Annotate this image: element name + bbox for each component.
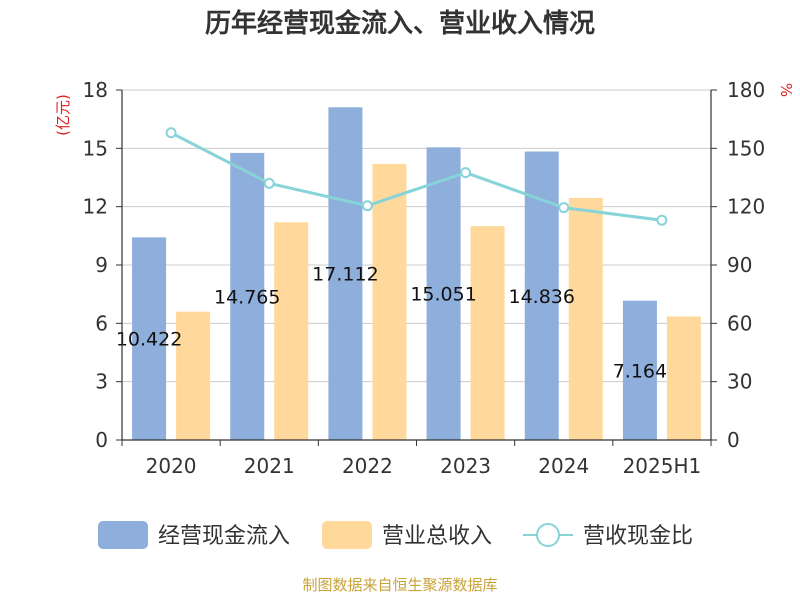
left-axis-unit: (亿元) xyxy=(54,94,72,136)
legend-label: 营业总收入 xyxy=(382,524,492,549)
legend-total-revenue: 营业总收入 xyxy=(322,521,492,549)
bar-total-revenue xyxy=(666,316,701,440)
right-tick-label: 30 xyxy=(727,370,752,394)
ratio-point xyxy=(558,202,570,214)
axes: 0 0 3 30 6 60 9 90 12 120 15 150 18 180 2020 2021 2022 20… xyxy=(83,78,766,478)
gridlines xyxy=(122,89,711,383)
bar-total-revenue xyxy=(568,197,603,440)
x-tick-label: 2021 xyxy=(244,454,295,478)
ratio-line xyxy=(165,127,668,226)
bar-cash-inflow xyxy=(230,152,265,440)
ratio-line-path xyxy=(170,131,663,222)
right-tick-label: 60 xyxy=(727,311,752,335)
left-tick-label: 9 xyxy=(95,253,108,277)
right-tick-label: 90 xyxy=(727,253,752,277)
bar-cash-inflow xyxy=(622,300,657,440)
x-tick-label: 2025H1 xyxy=(623,454,702,478)
right-tick-label: 0 xyxy=(727,428,740,452)
bar-cash-inflow xyxy=(132,237,167,440)
left-tick-label: 18 xyxy=(83,78,108,102)
bar-data-label: 7.164 xyxy=(613,360,667,382)
legend-ratio: 营收现金比 xyxy=(523,523,693,549)
legend-label: 营收现金比 xyxy=(583,524,693,549)
left-tick-label: 15 xyxy=(83,136,108,160)
left-tick-label: 12 xyxy=(83,195,108,219)
chart-title: 历年经营现金流入、营业收入情况 xyxy=(205,8,595,39)
bar-data-label: 14.836 xyxy=(509,286,575,308)
bar-total-revenue xyxy=(372,163,407,440)
x-tick-label: 2023 xyxy=(440,454,491,478)
left-tick-label: 3 xyxy=(95,370,108,394)
ratio-point xyxy=(460,167,472,179)
bars xyxy=(132,107,701,441)
left-tick-label: 6 xyxy=(95,311,108,335)
right-axis-unit: % xyxy=(777,83,795,97)
legend-swatch xyxy=(322,521,372,549)
legend-cash-inflow: 经营现金流入 xyxy=(98,521,290,549)
ratio-point xyxy=(361,200,373,212)
x-tick-label: 2024 xyxy=(538,454,589,478)
bar-total-revenue xyxy=(176,311,211,440)
data-labels: 10.422 14.765 17.112 15.051 14.836 7.164 xyxy=(116,264,667,383)
legend: 经营现金流入 营业总收入 营收现金比 xyxy=(98,521,693,549)
bar-total-revenue xyxy=(274,222,309,440)
bar-cash-inflow xyxy=(426,147,461,440)
ratio-point xyxy=(656,214,668,226)
bar-data-label: 17.112 xyxy=(312,264,378,286)
legend-marker xyxy=(536,523,560,547)
ratio-point xyxy=(165,127,177,139)
source-note: 制图数据来自恒生聚源数据库 xyxy=(302,576,497,594)
x-tick-label: 2022 xyxy=(342,454,393,478)
bar-total-revenue xyxy=(470,226,505,440)
legend-swatch xyxy=(98,521,148,549)
x-tick-label: 2020 xyxy=(146,454,197,478)
right-tick-label: 120 xyxy=(727,195,765,219)
bar-data-label: 15.051 xyxy=(410,284,476,306)
bar-cash-inflow xyxy=(328,107,363,441)
bar-data-label: 10.422 xyxy=(116,329,182,351)
legend-label: 经营现金流入 xyxy=(158,524,290,549)
right-tick-label: 150 xyxy=(727,136,765,160)
bar-data-label: 14.765 xyxy=(214,286,280,308)
ratio-point xyxy=(263,177,275,189)
left-tick-label: 0 xyxy=(95,428,108,452)
right-tick-label: 180 xyxy=(727,78,765,102)
